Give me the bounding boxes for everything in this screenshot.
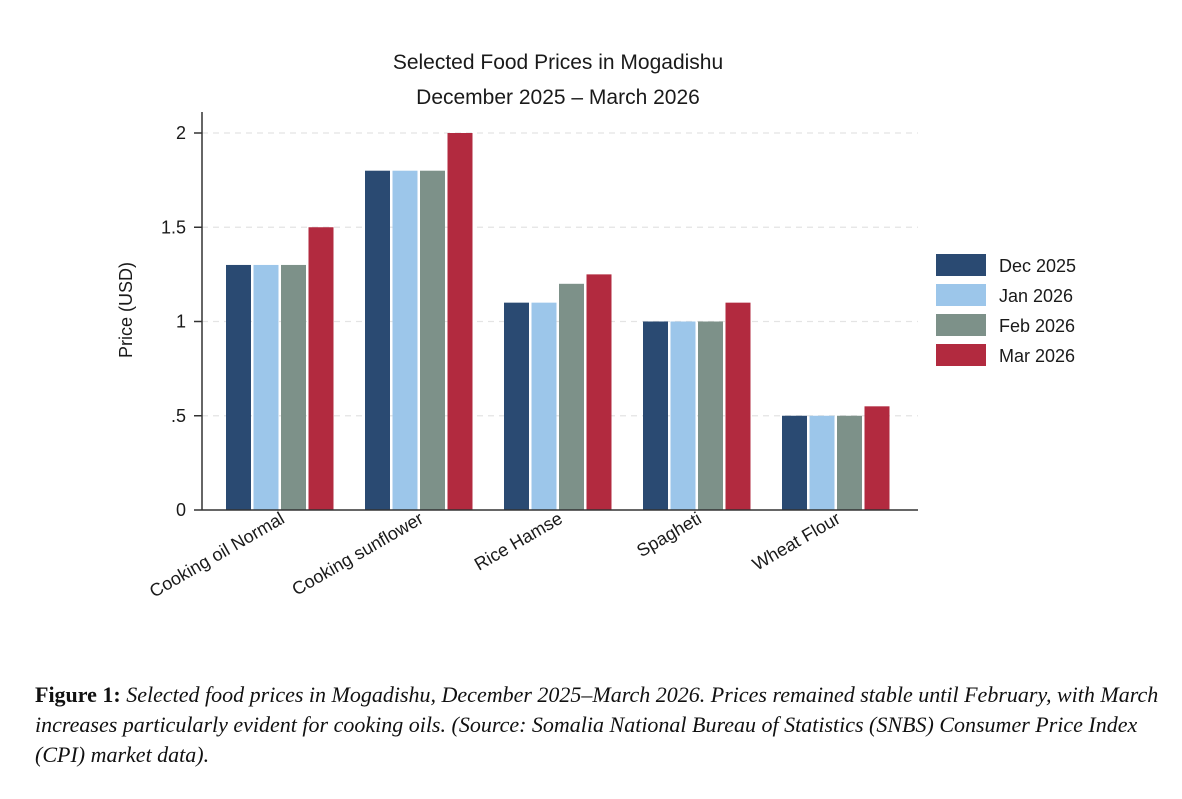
bar-feb-2026 [420, 170, 445, 510]
legend-swatch [936, 254, 986, 276]
chart-title: Selected Food Prices in Mogadishu [393, 51, 723, 74]
legend-label: Dec 2025 [999, 256, 1076, 276]
bar-jan-2026 [392, 170, 418, 510]
figure-label: Figure 1: [35, 682, 121, 707]
bar-dec-2025 [782, 415, 807, 510]
figure-caption-text: Selected food prices in Mogadishu, Decem… [35, 682, 1159, 767]
y-tick-label: 2 [176, 123, 186, 143]
x-tick-labels: Cooking oil Normal Cooking sunflower Rice … [146, 508, 844, 601]
x-tick-label: Cooking sunflower [289, 508, 427, 599]
y-tick-label: .5 [171, 406, 186, 426]
figure-caption: Figure 1: Selected food prices in Mogadi… [35, 680, 1165, 770]
bar-feb-2026 [837, 415, 862, 510]
bar-jan-2026 [531, 302, 557, 510]
bar-mar-2026 [586, 274, 612, 510]
bar-chart: Selected Food Prices in Mogadishu Decemb… [116, 51, 1076, 601]
bar-jan-2026 [670, 321, 696, 510]
bar-feb-2026 [698, 321, 723, 510]
legend-label: Jan 2026 [999, 286, 1073, 306]
y-tick-label: 1.5 [161, 217, 186, 237]
bar-mar-2026 [725, 302, 751, 510]
y-axis-title: Price (USD) [116, 262, 136, 358]
bar-jan-2026 [809, 415, 835, 510]
legend: Dec 2025 Jan 2026 Feb 2026 Mar 2026 [936, 254, 1076, 366]
y-ticks: 0 .5 1 1.5 2 [161, 123, 202, 520]
x-tick-label: Spagheti [633, 508, 705, 561]
legend-swatch [936, 314, 986, 336]
bar-jan-2026 [253, 264, 279, 510]
bar-dec-2025 [365, 170, 390, 510]
bar-feb-2026 [559, 283, 584, 510]
y-tick-label: 0 [176, 500, 186, 520]
bar-dec-2025 [504, 302, 529, 510]
legend-label: Feb 2026 [999, 316, 1075, 336]
bar-mar-2026 [308, 227, 334, 510]
bar-mar-2026 [864, 406, 890, 510]
x-tick-label: Wheat Flour [749, 508, 844, 574]
legend-swatch [936, 284, 986, 306]
x-tick-label: Cooking oil Normal [146, 508, 288, 601]
bar-dec-2025 [643, 321, 668, 510]
y-tick-label: 1 [176, 312, 186, 332]
x-tick-label: Rice Hamse [471, 508, 566, 574]
bar-mar-2026 [447, 133, 473, 510]
bar-dec-2025 [226, 264, 251, 510]
bars [226, 133, 890, 510]
legend-label: Mar 2026 [999, 346, 1075, 366]
legend-swatch [936, 344, 986, 366]
bar-feb-2026 [281, 264, 306, 510]
chart-subtitle: December 2025 – March 2026 [416, 86, 700, 109]
